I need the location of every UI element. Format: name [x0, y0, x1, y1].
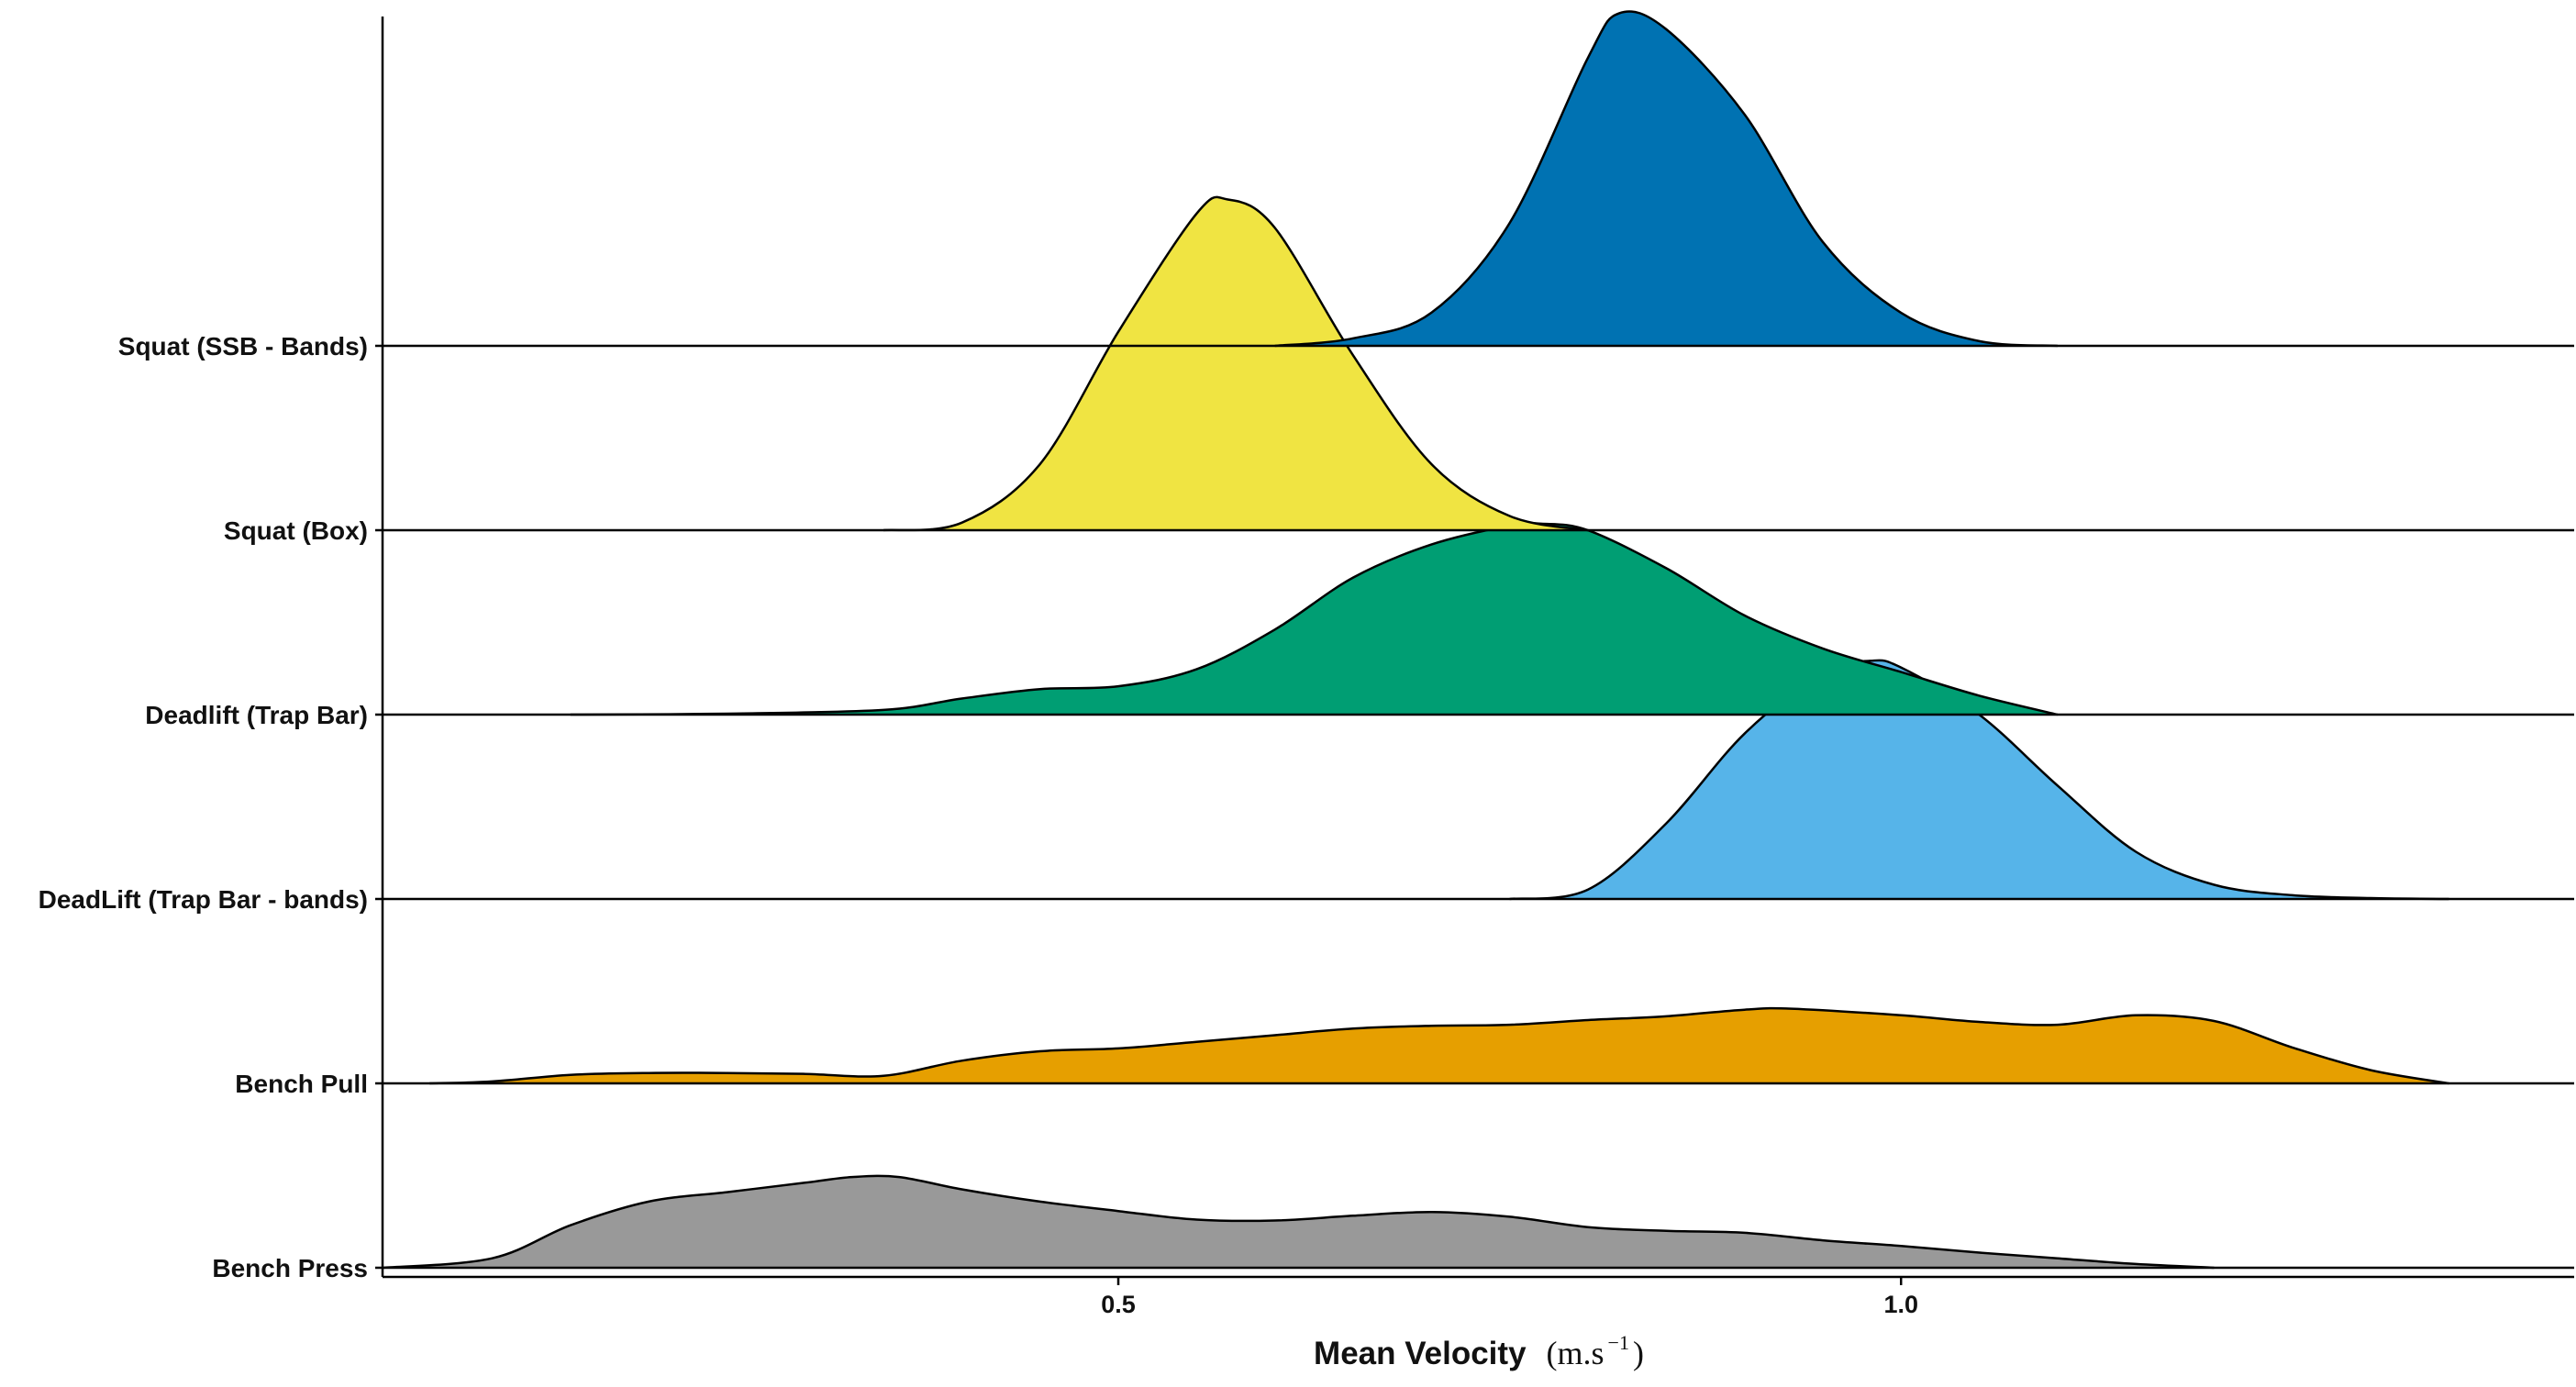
- ridge-area-deadlift-trap-bar-bands: [1509, 660, 2449, 899]
- ridge-outline-deadlift-trap-bar: [570, 521, 2059, 716]
- x-axis-unit-close: ): [1633, 1335, 1644, 1371]
- ridge-area-bench-press: [383, 1175, 2215, 1268]
- x-ticks-layer: 0.5 1.0: [1101, 1277, 1918, 1318]
- category-label-bench-press: Bench Press: [212, 1254, 368, 1282]
- x-tick-label: 0.5: [1101, 1291, 1136, 1318]
- axes-layer: [381, 17, 2574, 1279]
- ridge-area-squat-box: [883, 196, 1588, 530]
- category-label-squat-box: Squat (Box): [224, 516, 368, 545]
- x-axis-unit-exponent: −1: [1608, 1331, 1629, 1354]
- category-label-deadlift-trap-bar: Deadlift (Trap Bar): [145, 701, 368, 729]
- category-label-bench-pull: Bench Pull: [235, 1070, 368, 1098]
- category-label-deadlift-trap-bar-bands: DeadLift (Trap Bar - bands): [39, 885, 368, 914]
- ridge-outline-bench-press: [382, 1174, 2215, 1270]
- ridge-outline-bench-pull: [429, 1006, 2449, 1085]
- ridge-outline-squat-box: [883, 195, 1589, 532]
- ridges-layer: [382, 10, 2449, 1270]
- x-axis-title: Mean Velocity (m.s −1 ): [1314, 1331, 1644, 1371]
- ridge-area-deadlift-trap-bar: [570, 523, 2058, 715]
- category-label-squat-ssb-bands: Squat (SSB - Bands): [118, 332, 368, 361]
- x-axis-unit: (m.s: [1547, 1335, 1604, 1371]
- baselines-layer: [383, 344, 2574, 1270]
- x-tick-label: 1.0: [1883, 1291, 1918, 1318]
- category-labels-layer: Bench Press Bench Pull DeadLift (Trap Bar …: [39, 332, 383, 1282]
- ridge-area-squat-ssb-bands: [1274, 11, 2058, 346]
- ridge-area-bench-pull: [429, 1008, 2449, 1083]
- x-axis-title-text: Mean Velocity: [1314, 1336, 1527, 1371]
- ridge-outline-squat-ssb-bands: [1274, 10, 2058, 348]
